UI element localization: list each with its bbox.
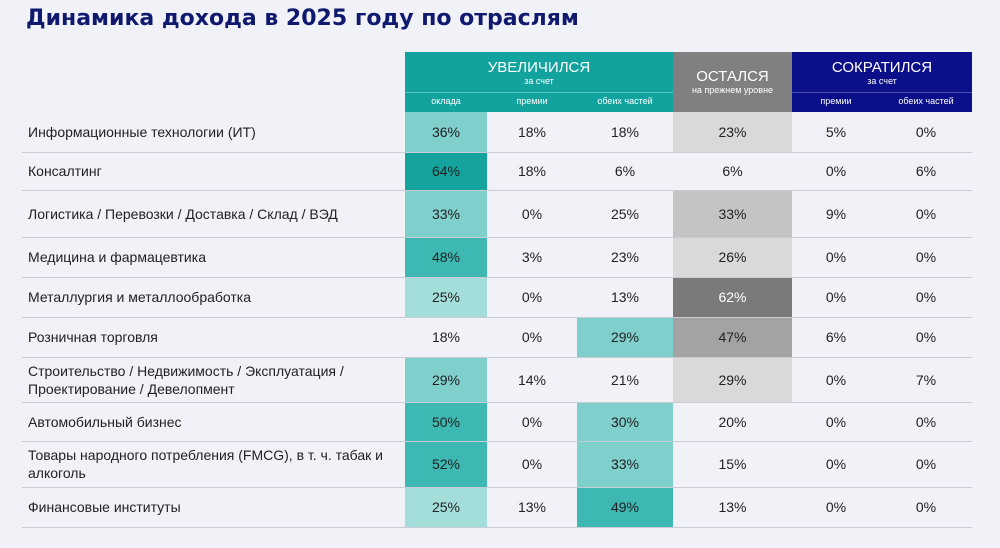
- header-increased-sub: за счет: [524, 76, 554, 86]
- value-cell: 25%: [405, 277, 487, 318]
- value-cell: 33%: [673, 190, 792, 238]
- value-cell: 29%: [673, 357, 792, 403]
- value-cell: 6%: [673, 152, 792, 191]
- col-bonus: премии: [516, 96, 548, 106]
- header-increased: УВЕЛИЧИЛСЯ за счет оклада премии обеих ч…: [405, 52, 673, 112]
- value-cell: 7%: [880, 357, 972, 403]
- table-row: Информационные технологии (ИТ) 36% 18% 18% 2…: [22, 112, 972, 153]
- value-cell: 49%: [577, 487, 673, 528]
- col-dec-both: обеих частей: [898, 96, 954, 106]
- value-cell: 18%: [487, 112, 577, 153]
- value-cell: 0%: [487, 441, 577, 488]
- value-cell: 18%: [405, 317, 487, 358]
- header-stayed-label: ОСТАЛСЯ: [696, 68, 769, 85]
- row-label: Металлургия и металлообработка: [22, 277, 405, 318]
- value-cell: 33%: [405, 190, 487, 238]
- header-stayed: ОСТАЛСЯ на прежнем уровне: [673, 52, 792, 112]
- value-cell: 18%: [577, 112, 673, 153]
- page-title: Динамика дохода в 2025 году по отраслям: [26, 6, 579, 31]
- value-cell: 0%: [792, 277, 880, 318]
- header-stayed-sub: на прежнем уровне: [691, 85, 774, 95]
- value-cell: 0%: [487, 402, 577, 442]
- header-decreased: СОКРАТИЛСЯ за счет премии обеих частей: [792, 52, 972, 112]
- value-cell: 48%: [405, 237, 487, 278]
- value-cell: 9%: [792, 190, 880, 238]
- value-cell: 14%: [487, 357, 577, 403]
- value-cell: 13%: [673, 487, 792, 528]
- row-label: Информационные технологии (ИТ): [22, 112, 405, 153]
- value-cell: 25%: [577, 190, 673, 238]
- table-row: Медицина и фармацевтика 48% 3% 23% 26% 0% 0%: [22, 237, 972, 278]
- value-cell: 0%: [792, 487, 880, 528]
- row-label: Медицина и фармацевтика: [22, 237, 405, 278]
- table-row: Металлургия и металлообработка 25% 0% 13% 62…: [22, 277, 972, 318]
- table-row: Строительство / Недвижимость / Эксплуата…: [22, 357, 972, 403]
- value-cell: 13%: [487, 487, 577, 528]
- value-cell: 36%: [405, 112, 487, 153]
- table-row: Консалтинг 64% 18% 6% 6% 0% 6%: [22, 152, 972, 191]
- value-cell: 0%: [792, 357, 880, 403]
- value-cell: 29%: [405, 357, 487, 403]
- row-label: Логистика / Перевозки / Доставка / Склад…: [22, 190, 405, 238]
- value-cell: 0%: [487, 277, 577, 318]
- value-cell: 23%: [673, 112, 792, 153]
- value-cell: 52%: [405, 441, 487, 488]
- income-table: Информационные технологии (ИТ) 36% 18% 18% 2…: [22, 112, 972, 528]
- value-cell: 20%: [673, 402, 792, 442]
- row-label: Финансовые институты: [22, 487, 405, 528]
- value-cell: 0%: [880, 237, 972, 278]
- value-cell: 0%: [880, 441, 972, 488]
- value-cell: 3%: [487, 237, 577, 278]
- table-row: Логистика / Перевозки / Доставка / Склад…: [22, 190, 972, 238]
- value-cell: 0%: [880, 277, 972, 318]
- value-cell: 13%: [577, 277, 673, 318]
- value-cell: 29%: [577, 317, 673, 358]
- value-cell: 50%: [405, 402, 487, 442]
- value-cell: 0%: [880, 190, 972, 238]
- value-cell: 26%: [673, 237, 792, 278]
- col-dec-bonus: премии: [820, 96, 852, 106]
- value-cell: 6%: [880, 152, 972, 191]
- value-cell: 0%: [880, 487, 972, 528]
- header-decreased-sub: за счет: [867, 76, 897, 86]
- value-cell: 47%: [673, 317, 792, 358]
- value-cell: 0%: [792, 441, 880, 488]
- value-cell: 25%: [405, 487, 487, 528]
- header-decreased-label: СОКРАТИЛСЯ: [831, 59, 933, 76]
- header-increased-label: УВЕЛИЧИЛСЯ: [487, 59, 591, 76]
- table-row: Товары народного потребления (FMCG), в т…: [22, 441, 972, 488]
- table-row: Розничная торговля 18% 0% 29% 47% 6% 0%: [22, 317, 972, 358]
- row-label: Консалтинг: [22, 152, 405, 191]
- value-cell: 0%: [792, 402, 880, 442]
- value-cell: 62%: [673, 277, 792, 318]
- value-cell: 0%: [880, 112, 972, 153]
- row-label: Товары народного потребления (FMCG), в т…: [22, 441, 405, 488]
- row-label: Строительство / Недвижимость / Эксплуата…: [22, 357, 405, 403]
- table-row: Финансовые институты 25% 13% 49% 13% 0% 0%: [22, 487, 972, 528]
- value-cell: 33%: [577, 441, 673, 488]
- value-cell: 0%: [880, 402, 972, 442]
- value-cell: 23%: [577, 237, 673, 278]
- value-cell: 21%: [577, 357, 673, 403]
- value-cell: 5%: [792, 112, 880, 153]
- value-cell: 0%: [792, 237, 880, 278]
- value-cell: 6%: [577, 152, 673, 191]
- value-cell: 30%: [577, 402, 673, 442]
- row-label: Автомобильный бизнес: [22, 402, 405, 442]
- value-cell: 64%: [405, 152, 487, 191]
- col-both: обеих частей: [597, 96, 653, 106]
- value-cell: 0%: [880, 317, 972, 358]
- value-cell: 0%: [792, 152, 880, 191]
- table-row: Автомобильный бизнес 50% 0% 30% 20% 0% 0%: [22, 402, 972, 442]
- value-cell: 6%: [792, 317, 880, 358]
- value-cell: 15%: [673, 441, 792, 488]
- value-cell: 18%: [487, 152, 577, 191]
- value-cell: 0%: [487, 317, 577, 358]
- row-label: Розничная торговля: [22, 317, 405, 358]
- value-cell: 0%: [487, 190, 577, 238]
- col-salary: оклада: [431, 96, 461, 106]
